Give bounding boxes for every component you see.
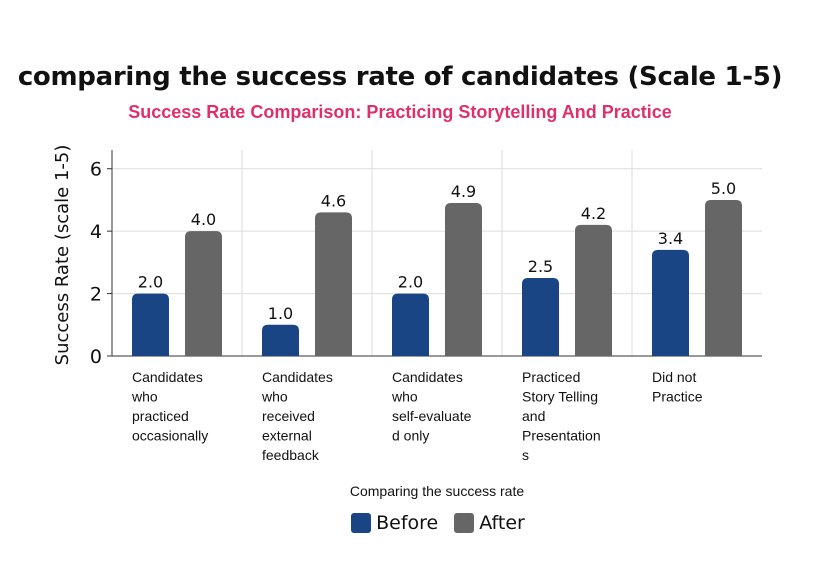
bar-before-0 [132,293,169,356]
bar-before-4 [652,249,689,356]
data-label-after-2: 4.9 [451,182,476,201]
y-tick-label: 2 [90,284,102,306]
bar-before-2 [392,293,429,356]
data-label-before-2: 2.0 [398,273,423,292]
legend-item-after[interactable]: After [454,512,525,534]
data-label-after-1: 4.6 [321,191,346,210]
y-tick-label: 4 [90,221,102,243]
x-tick-label: Candidates who self-evaluate d only [391,369,472,444]
data-label-before-3: 2.5 [528,257,553,276]
data-label-before-0: 2.0 [138,273,163,292]
bar-before-3 [522,277,559,356]
bar-after-2 [445,203,482,356]
bar-after-1 [315,212,352,356]
data-label-after-3: 4.2 [581,204,606,223]
x-tick-label: Practiced Story Telling and Presentation s [522,369,601,463]
legend-item-before[interactable]: Before [351,512,438,534]
x-tick-label: Candidates who practiced occasionally [131,369,208,444]
legend-label-before: Before [376,512,439,534]
x-axis-label: Comparing the success rate [350,483,525,499]
data-label-before-4: 3.4 [658,229,683,248]
legend-label-after: After [479,512,525,534]
x-tick-label: Candidates who received external feedback [261,369,333,463]
y-tick-label: 6 [90,159,102,181]
legend-swatch-before [351,513,372,533]
bar-chart: 0 2 4 6 Success Rate (scale 1-5) 2.0 4.0 Candid… [52,145,762,499]
chart-subtitle: Success Rate Comparison: Practicing Stor… [128,102,672,122]
data-label-after-0: 4.0 [191,210,216,229]
y-axis-label: Success Rate (scale 1-5) [52,145,73,366]
legend: Before After [0,512,816,534]
bar-after-3 [575,224,612,356]
bar-after-4 [705,199,742,356]
bar-after-0 [185,231,222,356]
bar-before-1 [262,324,299,356]
x-tick-label: Did not Practice [652,369,703,405]
legend-swatch-after [454,513,475,533]
y-tick-label: 0 [90,346,102,368]
chart-title: comparing the success rate of candidates… [17,62,783,92]
data-label-before-1: 1.0 [268,304,293,323]
data-label-after-4: 5.0 [711,179,736,198]
